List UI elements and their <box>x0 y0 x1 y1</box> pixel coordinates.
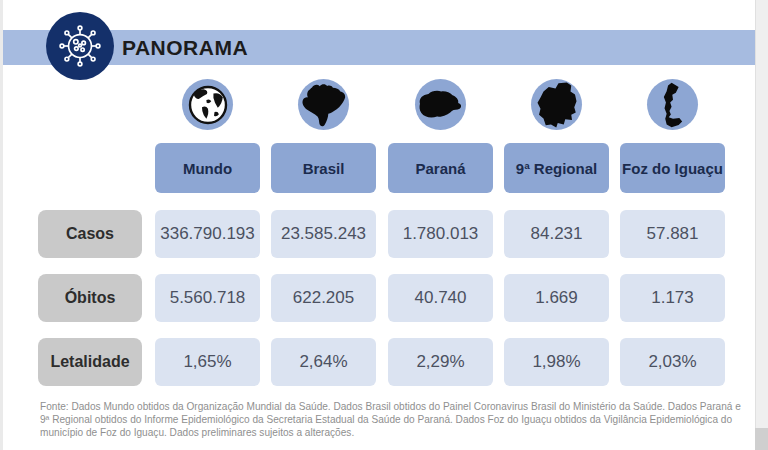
row-label-obitos: Óbitos <box>38 274 142 322</box>
column-header-mundo: Mundo <box>155 143 260 193</box>
value-casos-brasil: 23.585.243 <box>271 210 376 258</box>
value-obitos-9a-regional: 1.669 <box>504 274 609 322</box>
value-obitos-mundo: 5.560.718 <box>155 274 260 322</box>
row-label-casos: Casos <box>38 210 142 258</box>
value-letalidade-brasil: 2,64% <box>271 338 376 386</box>
left-margin <box>0 0 3 450</box>
value-casos-9a-regional: 84.231 <box>504 210 609 258</box>
value-letalidade-9a-regional: 1,98% <box>504 338 609 386</box>
value-casos-parana: 1.780.013 <box>388 210 493 258</box>
row-label-letalidade: Letalidade <box>38 338 142 386</box>
column-header-foz-do-iguacu: Foz do Iguaçu <box>620 143 725 193</box>
value-casos-foz: 57.881 <box>620 210 725 258</box>
value-obitos-brasil: 622.205 <box>271 274 376 322</box>
scrollbar-thumb[interactable] <box>755 428 768 450</box>
brazil-map-icon <box>271 79 376 130</box>
page-title: PANORAMA <box>122 30 248 65</box>
value-letalidade-parana: 2,29% <box>388 338 493 386</box>
source-note-line: Fonte: Dados Mundo obtidos da Organizaçã… <box>40 400 741 413</box>
column-header-9a-regional: 9ª Regional <box>504 143 609 193</box>
column-header-parana: Paraná <box>388 143 493 193</box>
value-letalidade-foz: 2,03% <box>620 338 725 386</box>
ninth-regional-map-icon <box>504 79 609 130</box>
virus-icon <box>46 12 114 80</box>
value-obitos-parana: 40.740 <box>388 274 493 322</box>
scrollbar-track[interactable] <box>755 0 768 450</box>
value-letalidade-mundo: 1,65% <box>155 338 260 386</box>
value-casos-mundo: 336.790.193 <box>155 210 260 258</box>
value-obitos-foz: 1.173 <box>620 274 725 322</box>
parana-map-icon <box>388 79 493 130</box>
foz-do-iguacu-map-icon <box>620 79 725 130</box>
source-note-line: município de Foz do Iguaçu. Dados prelim… <box>40 426 741 439</box>
panorama-slide: PANORAMA <box>0 0 768 450</box>
globe-icon <box>155 79 260 130</box>
title-banner <box>3 30 755 65</box>
column-header-brasil: Brasil <box>271 143 376 193</box>
source-note: Fonte: Dados Mundo obtidos da Organizaçã… <box>40 400 741 439</box>
source-note-line: 9ª Regional obtidos do Informe Epidemiol… <box>40 413 741 426</box>
